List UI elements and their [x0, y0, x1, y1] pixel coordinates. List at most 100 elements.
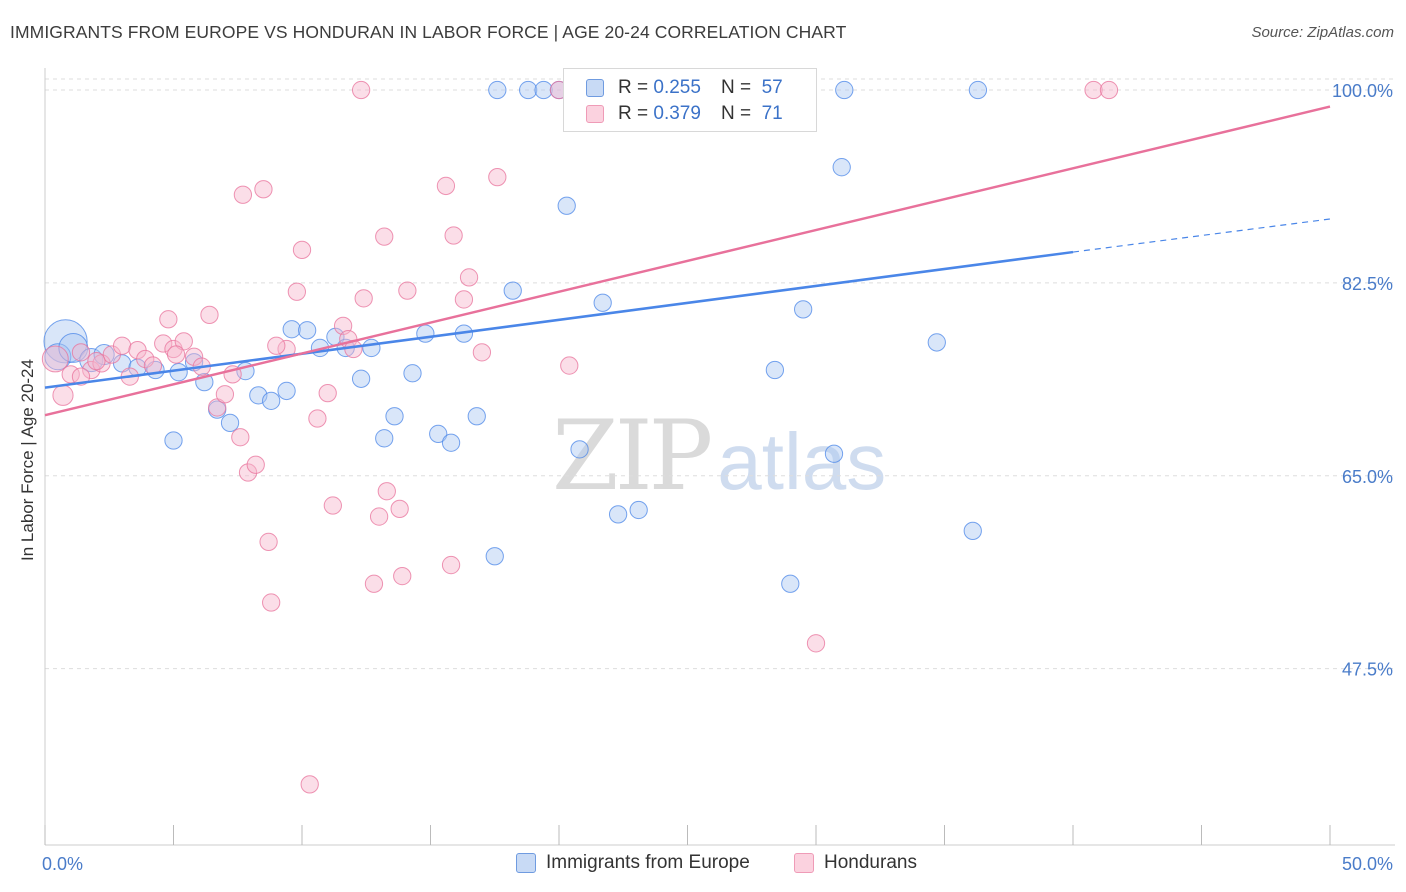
- honduran-point: [267, 336, 286, 355]
- europe-point: [488, 80, 507, 100]
- europe-point: [570, 440, 589, 459]
- honduran-point: [287, 282, 306, 301]
- chart-title: IMMIGRANTS FROM EUROPE VS HONDURAN IN LA…: [10, 22, 847, 42]
- honduran-point: [369, 507, 389, 526]
- honduran-point: [262, 593, 281, 612]
- honduran-point: [136, 349, 155, 369]
- europe-point: [824, 444, 844, 463]
- europe-point: [362, 338, 381, 358]
- europe-point: [503, 281, 522, 300]
- honduran-point: [82, 360, 101, 380]
- honduran-point: [254, 180, 273, 199]
- europe-point: [629, 500, 648, 520]
- honduran-point: [233, 185, 253, 204]
- legend-n-label: N =: [720, 103, 752, 124]
- europe-point: [608, 505, 628, 524]
- europe-point: [485, 547, 504, 566]
- europe-point: [416, 324, 435, 343]
- europe-point: [220, 413, 240, 433]
- series-swatch-hondurans: [794, 853, 814, 873]
- honduran-point: [436, 176, 456, 196]
- legend-row-hondurans: R = 0.379 N = 71: [586, 102, 783, 126]
- legend-r-label: R =: [618, 77, 649, 98]
- europe-point: [927, 333, 946, 352]
- europe-point: [429, 424, 448, 444]
- europe-point: [164, 431, 183, 450]
- source-label: Source: ZipAtlas.com: [1251, 24, 1394, 41]
- honduran-point: [444, 226, 463, 245]
- honduran-point: [292, 240, 312, 259]
- watermark-zip: ZIP: [552, 400, 713, 512]
- europe-point: [298, 321, 317, 340]
- honduran-point: [1084, 80, 1103, 100]
- legend-row-europe: R = 0.255 N = 57: [586, 76, 783, 100]
- x-tick-label: 50.0%: [1342, 854, 1393, 874]
- honduran-point: [398, 281, 417, 300]
- honduran-point: [377, 482, 396, 501]
- honduran-point: [166, 345, 186, 364]
- watermark-atlas: atlas: [717, 417, 887, 506]
- honduran-point: [112, 336, 132, 355]
- europe-point: [43, 319, 88, 364]
- y-tick-label: 65.0%: [1342, 467, 1393, 487]
- honduran-point: [159, 310, 178, 329]
- europe-point: [765, 360, 785, 380]
- honduran-point: [1099, 80, 1119, 100]
- europe-point: [375, 429, 394, 448]
- europe-point: [832, 158, 851, 177]
- europe-trendline: [44, 250, 1074, 389]
- honduran-point: [154, 334, 173, 353]
- legend-swatch-europe: [586, 79, 604, 97]
- europe-point: [467, 407, 486, 426]
- honduran-point: [323, 496, 342, 515]
- europe-point: [519, 80, 538, 100]
- europe-point: [169, 363, 188, 382]
- honduran-point: [259, 532, 278, 552]
- honduran-point: [472, 343, 492, 362]
- honduran-point: [393, 566, 412, 586]
- series-legend-hondurans-label: Hondurans: [824, 852, 917, 873]
- europe-point: [534, 80, 553, 100]
- legend-r-value: 0.255: [653, 77, 701, 98]
- honduran-point: [300, 775, 319, 794]
- honduran-point: [71, 343, 91, 362]
- x-tick-label: 0.0%: [42, 854, 83, 874]
- honduran-trendline: [44, 105, 1331, 417]
- honduran-point: [184, 347, 204, 366]
- correlation-legend: R = 0.255 N = 57 R = 0.379 N = 71: [563, 68, 817, 132]
- honduran-point: [246, 455, 265, 474]
- honduran-point: [87, 352, 106, 371]
- series-legend-hondurans: Hondurans: [794, 852, 917, 874]
- series-swatch-europe: [516, 853, 536, 873]
- europe-point: [282, 320, 301, 339]
- honduran-point: [308, 409, 327, 428]
- honduran-point: [375, 227, 394, 246]
- honduran-point: [200, 305, 219, 325]
- y-tick-label: 82.5%: [1342, 274, 1393, 294]
- honduran-point: [318, 383, 337, 403]
- honduran-point: [390, 499, 409, 518]
- honduran-point: [806, 634, 826, 653]
- honduran-point: [231, 428, 250, 447]
- europe-point: [835, 80, 854, 100]
- europe-point: [557, 196, 576, 215]
- europe-point: [262, 391, 281, 410]
- honduran-point: [364, 574, 384, 593]
- legend-n-value: 57: [761, 77, 783, 98]
- europe-point: [351, 369, 371, 388]
- series-legend-europe-label: Immigrants from Europe: [546, 852, 750, 873]
- europe-point: [794, 300, 813, 319]
- y-tick-label: 100.0%: [1332, 81, 1393, 101]
- honduran-point: [560, 356, 579, 375]
- europe-point: [403, 364, 422, 383]
- europe-point: [781, 574, 800, 593]
- honduran-point: [354, 289, 373, 308]
- europe-point: [593, 293, 612, 312]
- honduran-point: [215, 385, 235, 404]
- legend-n-label: N =: [720, 77, 752, 98]
- honduran-point: [488, 167, 507, 187]
- legend-swatch-hondurans: [586, 105, 604, 123]
- europe-point: [277, 381, 296, 401]
- honduran-point: [441, 555, 461, 575]
